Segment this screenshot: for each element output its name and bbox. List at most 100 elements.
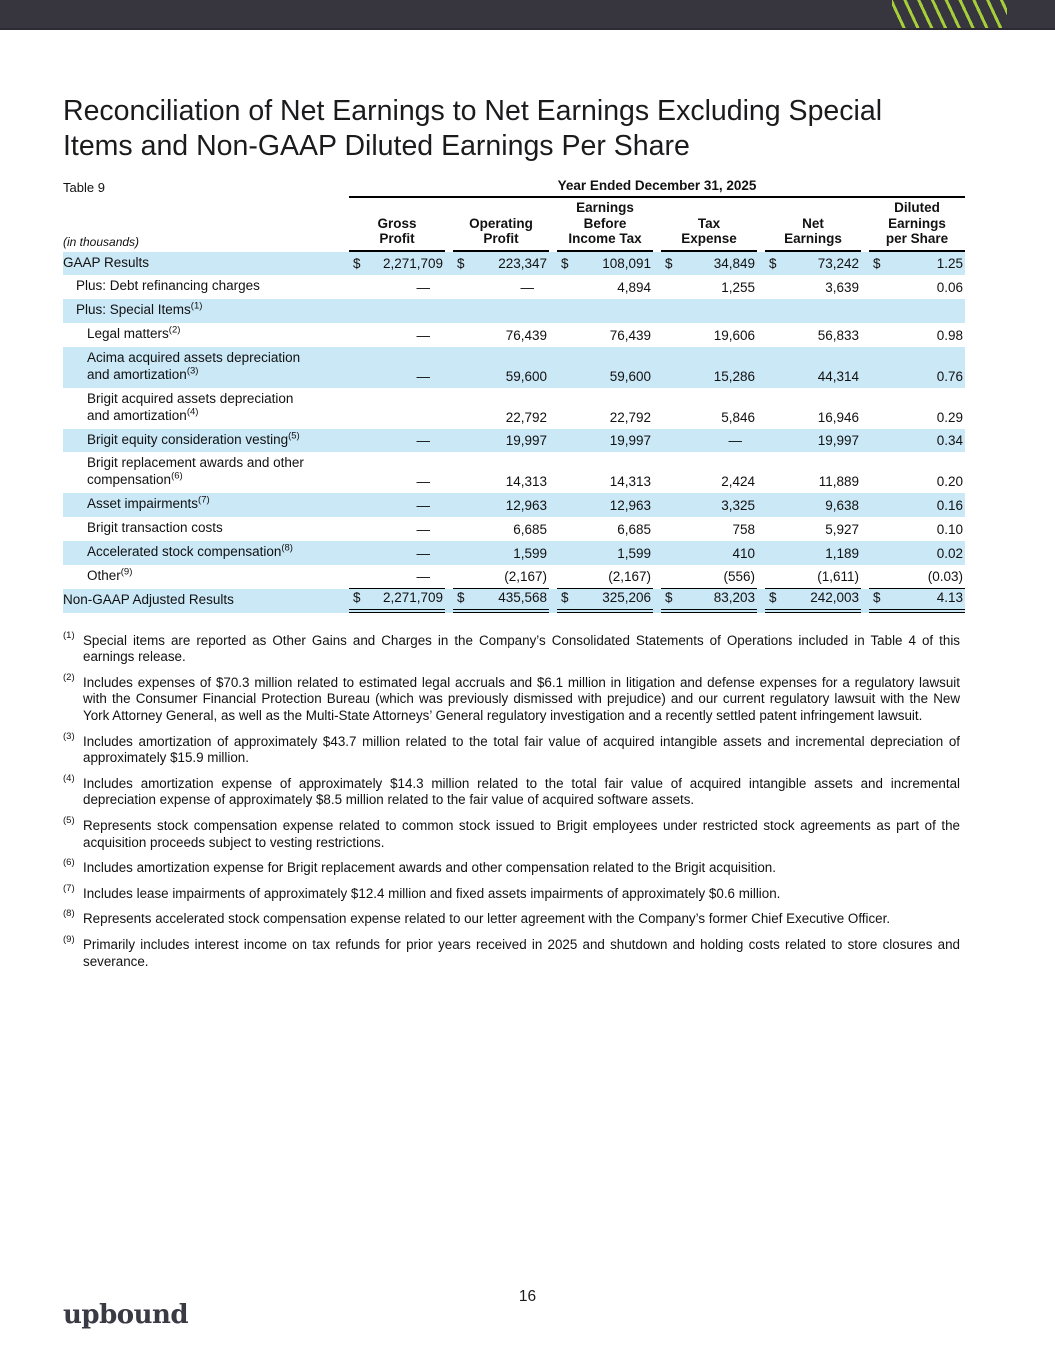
column-header-tax-expense: Tax Expense bbox=[661, 216, 757, 252]
table-cell: 3,325 bbox=[721, 498, 755, 514]
table-cell: $108,091 bbox=[561, 256, 651, 272]
table-cell: 59,600 bbox=[609, 368, 651, 384]
table-cell: 2,424 bbox=[721, 474, 755, 490]
row-label: Brigit replacement awards and other comp… bbox=[87, 455, 304, 488]
table-row-acima-acquired-assets: Acima acquired assets depreciation and a… bbox=[63, 347, 965, 388]
table-row-gaap-results: GAAP Results $2,271,709 $223,347 $108,09… bbox=[63, 251, 965, 276]
table-cell: 0.34 bbox=[936, 433, 963, 449]
table-cell: — bbox=[416, 521, 431, 537]
table-cell: 0.02 bbox=[936, 545, 963, 561]
table-cell: 44,314 bbox=[817, 368, 859, 384]
table-cell: — bbox=[416, 433, 431, 449]
row-label: Brigit acquired assets depreciation and … bbox=[87, 390, 294, 423]
table-cell bbox=[661, 319, 757, 323]
table-cell: 76,439 bbox=[609, 328, 651, 344]
table-cell bbox=[349, 425, 445, 429]
table-cell bbox=[765, 319, 861, 323]
table-cell: 758 bbox=[732, 521, 755, 537]
table-cell: 19,997 bbox=[505, 433, 547, 449]
table-cell: — bbox=[416, 328, 431, 344]
table-cell: — bbox=[416, 368, 431, 384]
table-cell: 11,889 bbox=[818, 474, 859, 490]
row-label: Plus: Special Items(1) bbox=[76, 300, 203, 318]
row-label: Brigit transaction costs bbox=[87, 520, 223, 536]
table-cell: 1,599 bbox=[617, 545, 651, 561]
table-cell: $34,849 bbox=[665, 256, 755, 272]
table-row-brigit-replacement-awards: Brigit replacement awards and other comp… bbox=[63, 452, 965, 493]
table-cell: 6,685 bbox=[617, 521, 651, 537]
footnotes-section: (1) Special items are reported as Other G… bbox=[63, 629, 960, 971]
table-cell: 76,439 bbox=[505, 328, 547, 344]
table-label: Table 9 bbox=[63, 179, 105, 195]
row-label: Legal matters(2) bbox=[87, 324, 181, 342]
table-cell: — bbox=[416, 474, 431, 490]
table-cell: 19,997 bbox=[609, 433, 651, 449]
table-cell: 22,792 bbox=[505, 409, 547, 425]
table-cell: 1,255 bbox=[721, 280, 755, 296]
row-label: Other(9) bbox=[87, 566, 133, 583]
table-cell: 5,846 bbox=[721, 409, 755, 425]
footnote-4: (4) Includes amortization expense of appr… bbox=[63, 772, 960, 808]
table-cell: 14,313 bbox=[609, 474, 651, 490]
table-header-band: Table 9 Year Ended December 31, 2025 bbox=[63, 178, 965, 198]
footnote-3: (3) Includes amortization of approximatel… bbox=[63, 730, 960, 766]
table-cell: 12,963 bbox=[609, 498, 651, 514]
footnote-1: (1) Special items are reported as Other G… bbox=[63, 629, 960, 665]
table-cell: (1,611) bbox=[765, 569, 861, 589]
table-cell: 0.98 bbox=[936, 328, 963, 344]
table-cell: 19,997 bbox=[817, 433, 859, 449]
column-header-gross-profit: Gross Profit bbox=[349, 216, 445, 252]
footnote-7: (7) Includes lease impairments of approxi… bbox=[63, 882, 781, 901]
diagonal-stripes-icon bbox=[892, 0, 1007, 28]
table-cell: $1.25 bbox=[873, 256, 963, 272]
top-banner bbox=[0, 0, 1055, 30]
table-cell: 15,286 bbox=[713, 368, 755, 384]
table-cell: (2,167) bbox=[453, 569, 549, 589]
table-cell: 1,599 bbox=[513, 545, 547, 561]
table-row-brigit-acquired-assets: Brigit acquired assets depreciation and … bbox=[63, 388, 965, 429]
table-cell: 4,894 bbox=[617, 280, 651, 296]
footnote-5: (5) Represents stock compensation expense… bbox=[63, 815, 960, 850]
table-row-brigit-equity-vesting: Brigit equity consideration vesting(5) —… bbox=[63, 428, 965, 453]
table-cell: — bbox=[416, 280, 431, 296]
table-row-legal-matters: Legal matters(2) — 76,439 76,439 19,606 … bbox=[63, 323, 965, 347]
table-row-asset-impairments: Asset impairments(7) — 12,963 12,963 3,3… bbox=[63, 493, 965, 518]
table-cell: 5,927 bbox=[825, 521, 859, 537]
row-label: Non-GAAP Adjusted Results bbox=[63, 591, 234, 607]
table-cell: $223,347 bbox=[457, 256, 547, 272]
row-label: GAAP Results bbox=[63, 254, 150, 270]
row-label: Brigit equity consideration vesting(5) bbox=[87, 430, 300, 447]
table-cell: (2,167) bbox=[557, 569, 653, 589]
table-cell: $73,242 bbox=[769, 256, 859, 272]
table-cell: — bbox=[520, 280, 535, 296]
table-cell: 14,313 bbox=[505, 474, 547, 490]
table-cell: 12,963 bbox=[505, 498, 547, 514]
footnote-8: (8) Represents accelerated stock compensa… bbox=[63, 908, 891, 927]
table-cell: $2,271,709 bbox=[349, 590, 445, 613]
table-cell: — bbox=[728, 433, 743, 449]
column-header-diluted-eps: Diluted Earnings per Share bbox=[869, 200, 965, 252]
table-cell: 59,600 bbox=[505, 368, 547, 384]
upbound-logo: upbound bbox=[63, 1300, 189, 1330]
page-title: Reconciliation of Net Earnings to Net Ea… bbox=[63, 95, 883, 162]
table-row-non-gaap-adjusted-results: Non-GAAP Adjusted Results $2,271,709 $43… bbox=[63, 588, 965, 613]
table-cell: 1,189 bbox=[825, 545, 859, 561]
table-row-brigit-transaction-costs: Brigit transaction costs — 6,685 6,685 7… bbox=[63, 517, 965, 541]
table-cell: — bbox=[416, 545, 431, 561]
column-header-row: (in thousands) Gross Profit Operating Pr… bbox=[63, 200, 965, 252]
table-cell: — bbox=[349, 569, 445, 589]
table-row-debt-refinancing: Plus: Debt refinancing charges — — 4,894… bbox=[63, 275, 965, 299]
column-header-net-earnings: Net Earnings bbox=[765, 216, 861, 252]
table-cell: 9,638 bbox=[825, 498, 859, 514]
table-cell bbox=[349, 319, 445, 323]
table-cell: 0.06 bbox=[936, 280, 963, 296]
table-cell: 3,639 bbox=[825, 280, 859, 296]
table-cell bbox=[869, 319, 965, 323]
column-header-earnings-before-income-tax: Earnings Before Income Tax bbox=[557, 200, 653, 252]
table-cell: $83,203 bbox=[661, 590, 757, 613]
row-label: Asset impairments(7) bbox=[87, 494, 210, 512]
table-row-special-items: Plus: Special Items(1) bbox=[63, 299, 965, 324]
table-cell: $325,206 bbox=[557, 590, 653, 613]
table-cell: 6,685 bbox=[513, 521, 547, 537]
